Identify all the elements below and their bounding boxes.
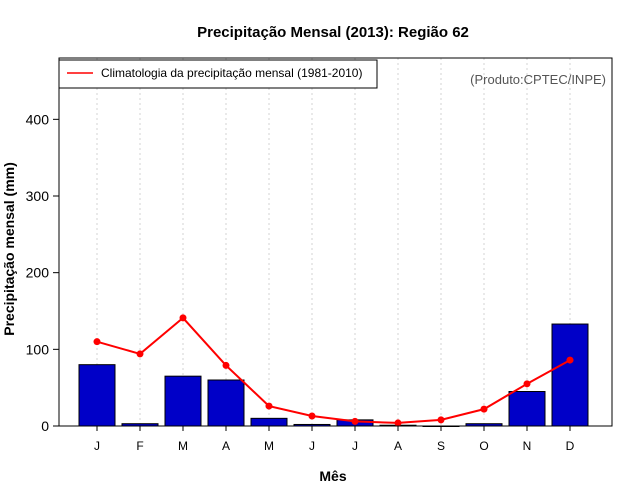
- climatology-point: [437, 416, 445, 424]
- climatology-point: [308, 412, 316, 420]
- x-tick-label: J: [352, 439, 358, 453]
- climatology-point: [394, 419, 402, 427]
- x-tick-label: J: [94, 439, 100, 453]
- legend-box: [58, 59, 378, 89]
- x-tick-label: O: [479, 439, 488, 453]
- climatology-point: [523, 380, 531, 388]
- x-tick-label: A: [222, 439, 230, 453]
- legend-label: Climatologia da precipitação mensal (198…: [101, 66, 362, 80]
- climatology-point: [351, 417, 359, 425]
- climatology-line: [96, 316, 571, 424]
- y-tick-label: 200: [26, 265, 50, 281]
- bar: [207, 379, 245, 427]
- grid: [96, 58, 571, 426]
- y-tick-label: 400: [26, 111, 50, 127]
- bar-series: [78, 323, 589, 427]
- bar: [78, 364, 116, 427]
- y-tick-label: 300: [26, 188, 50, 204]
- climatology-point: [136, 350, 144, 358]
- x-tick-label: N: [523, 439, 532, 453]
- climatology-point: [179, 314, 187, 322]
- climatology-point: [222, 361, 230, 369]
- climatology-line-series: [93, 314, 574, 427]
- x-tick-label: A: [394, 439, 402, 453]
- y-axis: 0 100 200 300 400: [26, 111, 59, 434]
- climatology-point: [265, 402, 273, 410]
- x-tick-label: S: [437, 439, 445, 453]
- plot-frame: [58, 57, 613, 427]
- x-tick-label: M: [178, 439, 188, 453]
- product-credit: (Produto:CPTEC/INPE): [470, 72, 606, 87]
- x-tick-label: F: [136, 439, 143, 453]
- x-axis-label: Mês: [319, 468, 346, 484]
- bar: [508, 391, 546, 427]
- climatology-point: [566, 356, 574, 364]
- x-tick-label: J: [309, 439, 315, 453]
- y-axis-label: Precipitação mensal (mm): [1, 162, 17, 336]
- bar: [250, 417, 288, 427]
- bar: [551, 323, 589, 427]
- chart-title: Precipitação Mensal (2013): Região 62: [197, 24, 469, 41]
- y-tick-label: 0: [41, 418, 49, 434]
- climatology-point: [480, 405, 488, 413]
- legend: Climatologia da precipitação mensal (198…: [58, 59, 378, 89]
- bar: [164, 375, 202, 427]
- x-tick-label: D: [566, 439, 575, 453]
- y-tick-label: 100: [26, 341, 50, 357]
- climatology-point: [93, 338, 101, 346]
- x-tick-label: M: [264, 439, 274, 453]
